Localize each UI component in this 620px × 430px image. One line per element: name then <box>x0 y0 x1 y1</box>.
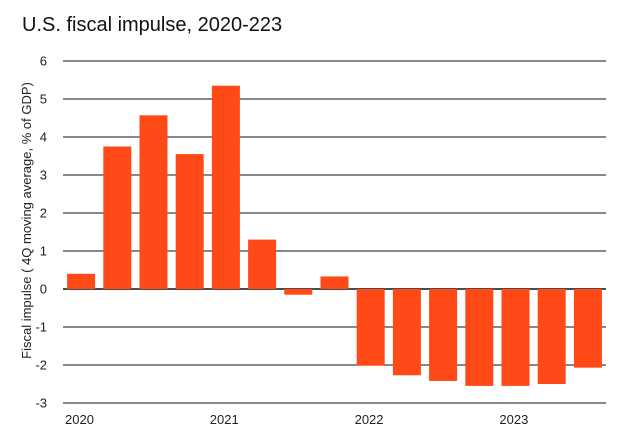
bar <box>573 289 602 368</box>
y-tick-label: 5 <box>40 92 47 107</box>
x-tick-label: 2022 <box>355 412 384 427</box>
bar <box>465 289 494 386</box>
y-tick-label: -2 <box>35 358 47 373</box>
bar <box>211 85 240 289</box>
y-tick-label: 3 <box>40 168 47 183</box>
chart-title: U.S. fiscal impulse, 2020-223 <box>22 14 283 36</box>
bar <box>392 289 421 376</box>
bar <box>501 289 530 386</box>
y-tick-label: 4 <box>40 130 47 145</box>
y-tick-label: 2 <box>40 206 47 221</box>
bar <box>429 289 458 381</box>
y-tick-label: -1 <box>35 320 47 335</box>
x-tick-label: 2023 <box>499 412 528 427</box>
bar <box>103 146 132 289</box>
x-tick-label: 2021 <box>210 412 239 427</box>
bar <box>537 289 566 384</box>
y-tick-label: 6 <box>40 54 47 69</box>
bar <box>67 273 96 289</box>
bar <box>248 239 277 289</box>
y-tick-label: 0 <box>40 282 47 297</box>
x-tick-label: 2020 <box>65 412 94 427</box>
bar <box>356 289 385 366</box>
bar <box>139 115 168 289</box>
y-tick-label: -3 <box>35 396 47 411</box>
y-axis-title: Fiscal impulse ( 4Q moving average, % of… <box>19 82 34 359</box>
bar <box>284 289 313 295</box>
y-tick-label: 1 <box>40 244 47 259</box>
bar <box>320 276 349 289</box>
bar <box>175 154 204 289</box>
